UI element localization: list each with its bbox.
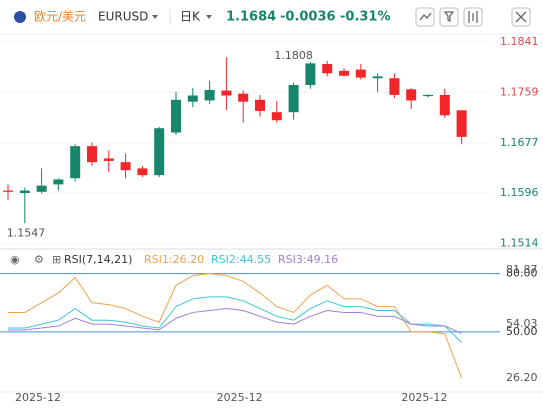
candle-body	[339, 70, 349, 76]
candle-body	[87, 146, 97, 163]
indicator-name: RSI(7,14,21)	[64, 253, 132, 266]
candle-body	[406, 89, 417, 101]
candle-body	[204, 89, 215, 101]
value-tag: 26.20	[506, 371, 538, 384]
rsi-line	[8, 308, 462, 334]
candle-body	[36, 185, 47, 192]
rsi-line	[8, 296, 462, 343]
x-tick-label: 2025-12	[217, 391, 263, 404]
y-tick-label: 80.00	[506, 267, 538, 280]
candle-body	[3, 190, 13, 192]
candle-body	[456, 110, 467, 137]
period[interactable]: 日K	[180, 10, 201, 24]
change-pct: -0.31%	[340, 10, 391, 25]
tool-button[interactable]	[463, 7, 483, 27]
candle-body	[322, 64, 333, 74]
y-tick-label: 1.1514	[500, 237, 539, 250]
value-tag: 81.87	[506, 263, 538, 276]
pair-name: 欧元/美元	[34, 10, 86, 24]
candle-body	[187, 95, 198, 102]
rsi-line	[8, 273, 463, 379]
candle-body	[221, 90, 232, 96]
y-tick-label: 50.00	[506, 325, 538, 338]
change: -0.0036	[280, 10, 336, 25]
candle-body	[137, 168, 148, 176]
flag-icon	[14, 11, 26, 23]
legend-entry: RSI3:49.16	[278, 253, 338, 266]
candle-body	[372, 76, 383, 79]
settings-icon[interactable]: ⚙	[34, 253, 44, 266]
candle-body	[423, 94, 433, 97]
dropdown-icon[interactable]	[152, 15, 158, 19]
candle-body	[154, 128, 165, 176]
tool-button[interactable]	[511, 7, 531, 27]
legend-entry: RSI1:26.20	[144, 253, 204, 266]
candle-body	[103, 158, 114, 161]
candle-body	[19, 190, 30, 194]
add-icon[interactable]: ⊞	[52, 253, 61, 266]
x-tick-label: 2025-12	[15, 391, 61, 404]
symbol[interactable]: EURUSD	[98, 10, 148, 24]
candle-body	[355, 69, 366, 78]
price: 1.1684	[226, 10, 276, 25]
candle-body	[171, 99, 181, 133]
tool-button[interactable]	[415, 7, 435, 27]
candle-body	[255, 99, 265, 111]
candle-body	[389, 78, 400, 95]
candle-body	[305, 63, 316, 86]
candle-icon[interactable]	[468, 11, 478, 23]
y-tick-label: 1.1759	[500, 85, 539, 98]
price-annotation: 1.1808	[274, 49, 313, 62]
dropdown-icon[interactable]	[206, 15, 212, 19]
y-tick-label: 1.1677	[500, 136, 539, 149]
candle-body	[70, 146, 81, 179]
candle-body	[271, 112, 282, 121]
value-tag: 54.03	[506, 317, 538, 330]
filter-icon[interactable]	[443, 11, 455, 23]
line-tool-icon[interactable]	[419, 12, 432, 21]
y-tick-label: 1.1596	[500, 186, 539, 199]
candle-body	[238, 93, 249, 102]
y-tick-label: 1.1841	[500, 35, 539, 48]
legend-entry: RSI2:44.55	[211, 253, 271, 266]
price-annotation: 1.1547	[7, 226, 46, 239]
candle-body	[439, 94, 450, 116]
eye-icon[interactable]: ◉	[10, 253, 20, 266]
candle-body	[53, 179, 64, 185]
x-tick-label: 2025-12	[401, 391, 447, 404]
tool-button[interactable]	[439, 7, 459, 27]
candle-body	[120, 162, 131, 171]
expand-icon[interactable]	[515, 11, 527, 23]
candle-body	[288, 85, 299, 113]
